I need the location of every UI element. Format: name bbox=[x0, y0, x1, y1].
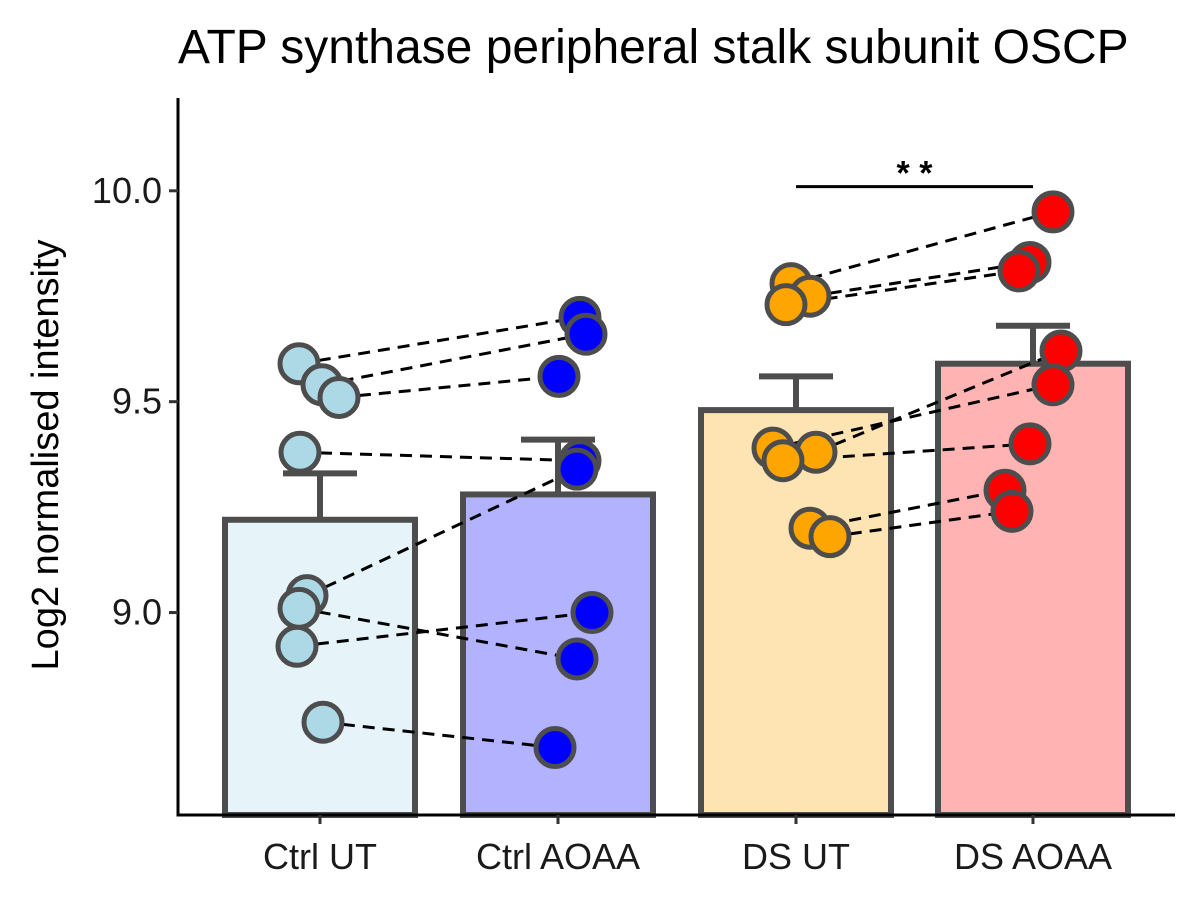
data-point bbox=[317, 375, 361, 419]
x-tick-label: DS AOAA bbox=[954, 836, 1112, 877]
y-tick-label: 9.5 bbox=[112, 381, 162, 422]
x-tick-label: Ctrl AOAA bbox=[476, 836, 640, 877]
pair-line bbox=[321, 332, 587, 387]
pair-line bbox=[306, 467, 578, 598]
pair-line bbox=[298, 315, 581, 366]
pair-line bbox=[338, 374, 560, 399]
pair-line bbox=[815, 349, 1062, 454]
bar-ctrl-ut bbox=[222, 516, 418, 818]
data-point bbox=[1031, 190, 1075, 234]
pair-line bbox=[298, 606, 578, 661]
x-tick-label: Ctrl UT bbox=[263, 836, 377, 877]
bars-layer bbox=[222, 360, 1131, 818]
error-bars-layer bbox=[283, 322, 1070, 520]
pair-line bbox=[809, 488, 1006, 530]
data-point bbox=[570, 591, 614, 635]
axes-layer: 9.0 9.5 10.0 Ctrl UT Ctrl AOAA DS UT DS AOAA bbox=[92, 98, 1175, 877]
pair-line bbox=[299, 450, 581, 463]
significance-layer: * * bbox=[796, 155, 1033, 193]
data-point bbox=[564, 312, 608, 356]
significance-label: * * bbox=[897, 155, 934, 193]
y-axis-label: Log2 normalised intensity bbox=[25, 240, 67, 671]
data-point bbox=[1031, 363, 1075, 407]
y-tick-label: 10.0 bbox=[92, 170, 162, 211]
data-point bbox=[555, 447, 599, 491]
data-point bbox=[278, 430, 322, 474]
data-point bbox=[537, 354, 581, 398]
pair-line bbox=[296, 611, 593, 648]
data-point bbox=[277, 586, 321, 630]
x-tick-label: DS UT bbox=[742, 836, 850, 877]
data-point bbox=[764, 283, 808, 327]
points-layer bbox=[275, 190, 1083, 770]
data-point bbox=[808, 515, 852, 559]
data-point bbox=[555, 637, 599, 681]
pair-lines-layer bbox=[296, 210, 1062, 750]
data-point bbox=[301, 700, 345, 744]
chart-title: ATP synthase peripheral stalk subunit OS… bbox=[178, 21, 1129, 74]
data-point bbox=[533, 726, 577, 770]
y-tick-label: 9.0 bbox=[112, 592, 162, 633]
pair-line bbox=[809, 261, 1031, 298]
data-point bbox=[997, 249, 1041, 293]
data-point bbox=[990, 489, 1034, 533]
data-point bbox=[1008, 422, 1052, 466]
pair-line bbox=[790, 210, 1054, 286]
data-point bbox=[275, 624, 319, 668]
pair-line bbox=[829, 509, 1013, 539]
data-point bbox=[761, 439, 805, 483]
